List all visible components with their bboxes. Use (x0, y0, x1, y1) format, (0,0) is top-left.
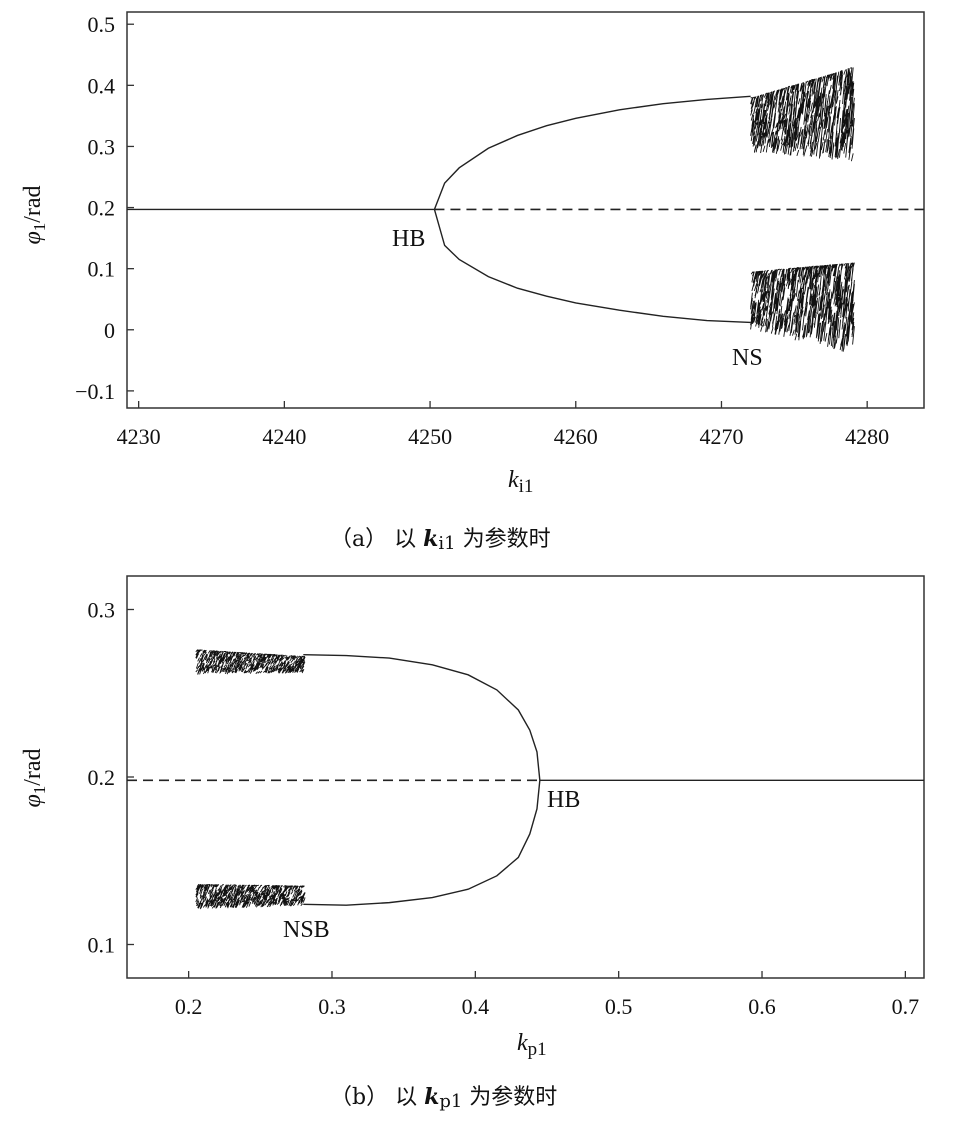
panel-a-ytick-label: 0.3 (88, 134, 116, 159)
panel-b-chaotic-lower-band (195, 883, 306, 910)
panel-a-ytick-label: 0 (104, 318, 115, 343)
panel-b-chaotic-upper-band (195, 649, 306, 675)
panel-a-xtick-label: 4280 (845, 424, 889, 449)
panel-a-chaotic-lower-band (750, 262, 855, 352)
panel-a-caption-var: k (423, 526, 438, 552)
panel-b-plot-frame (126, 575, 925, 979)
panel-b-xtick-label: 0.6 (748, 994, 776, 1019)
panel-a-xlabel-sub: i1 (519, 476, 534, 497)
panel-a-xlabel-main: k (508, 467, 519, 493)
panel-a-ytick-label: 0.4 (88, 73, 116, 98)
chaotic-band-strokes (195, 883, 306, 910)
panel-b-ytick-label: 0.1 (88, 933, 116, 958)
panel-b-caption-var-sub: p1 (439, 1091, 462, 1112)
panel-a-annotation-ns: NS (732, 345, 763, 371)
panel-b-xlabel-sub: p1 (528, 1039, 547, 1060)
panel-a-ylabel-main: φ (20, 231, 46, 244)
panel-a-caption-suffix: 为参数时 (456, 527, 551, 552)
panel-b-xtick-label: 0.3 (318, 994, 346, 1019)
panel-b-series-limit-cycle-max (303, 654, 541, 781)
panel-a-ylabel-sub: 1 (30, 223, 49, 232)
panel-a-series-limit-cycle-max (433, 95, 751, 210)
panel-b-annotation-hb: HB (547, 787, 580, 813)
panel-a-xtick-label: 4270 (699, 424, 743, 449)
panel-b-ylabel-unit: /rad (20, 748, 46, 785)
panel-a-ylabel: φ1/rad (20, 185, 49, 244)
chaotic-band-strokes (195, 649, 306, 675)
panel-b-ylabel: φ1/rad (20, 748, 49, 807)
chaotic-band-strokes (750, 262, 855, 352)
panel-a-ytick-label: −0.1 (75, 379, 115, 404)
panel-b-annotation-nsb: NSB (283, 917, 330, 943)
panel-a-ylabel-unit: /rad (20, 185, 46, 222)
panel-b-ylabel-main: φ (20, 794, 46, 807)
chaotic-band-strokes (750, 67, 855, 162)
panel-b-caption-suffix: 为参数时 (462, 1085, 557, 1110)
panel-b-caption: （b） 以 kp1 为参数时 (330, 1084, 557, 1112)
panel-a-xtick-label: 4230 (117, 424, 161, 449)
panel-a-caption-var-sub: i1 (438, 533, 455, 554)
panel-b-xtick-label: 0.2 (175, 994, 203, 1019)
panel-b-bifurcation-kp1: 0.2 0.3 0.4 0.5 0.6 0.70.10.20.3 HB NSB kp1 φ… (20, 575, 925, 1112)
panel-a-annotation-hb: HB (392, 226, 425, 252)
panel-a-series-limit-cycle-min (433, 209, 751, 324)
panel-a-xtick-label: 4240 (262, 424, 306, 449)
panel-a-caption-prefix: （a） 以 (330, 527, 423, 552)
panel-b-xlabel-main: k (517, 1030, 528, 1056)
panel-a-ytick-label: 0.2 (88, 196, 116, 221)
panel-b-ylabel-sub: 1 (30, 786, 49, 795)
panel-b-series-limit-cycle-min (303, 780, 541, 906)
panel-a-caption: （a） 以 ki1 为参数时 (330, 526, 551, 554)
panel-b-xlabel: kp1 (517, 1030, 547, 1060)
panel-b-xtick-label: 0.5 (605, 994, 633, 1019)
panel-a-xtick-label: 4260 (554, 424, 598, 449)
panel-b-ytick-label: 0.2 (88, 765, 116, 790)
panel-a-chaotic-upper-band (750, 67, 855, 162)
panel-a-ytick-label: 0.1 (88, 257, 116, 282)
panel-a-bifurcation-ki1: 4230 4240 4250 4260 4270 4280 −0.1 0 0.1 0.2 0.3 0.… (20, 11, 925, 554)
panel-b-caption-prefix: （b） 以 (330, 1085, 424, 1110)
panel-b-xtick-label: 0.7 (892, 994, 920, 1019)
panel-b-xtick-label: 0.4 (462, 994, 490, 1019)
panel-b-caption-var: k (424, 1084, 439, 1110)
panel-a-xlabel: ki1 (508, 467, 533, 497)
panel-b-ytick-label: 0.3 (88, 598, 116, 623)
panel-a-ytick-label: 0.5 (88, 12, 116, 37)
panel-a-xtick-label: 4250 (408, 424, 452, 449)
